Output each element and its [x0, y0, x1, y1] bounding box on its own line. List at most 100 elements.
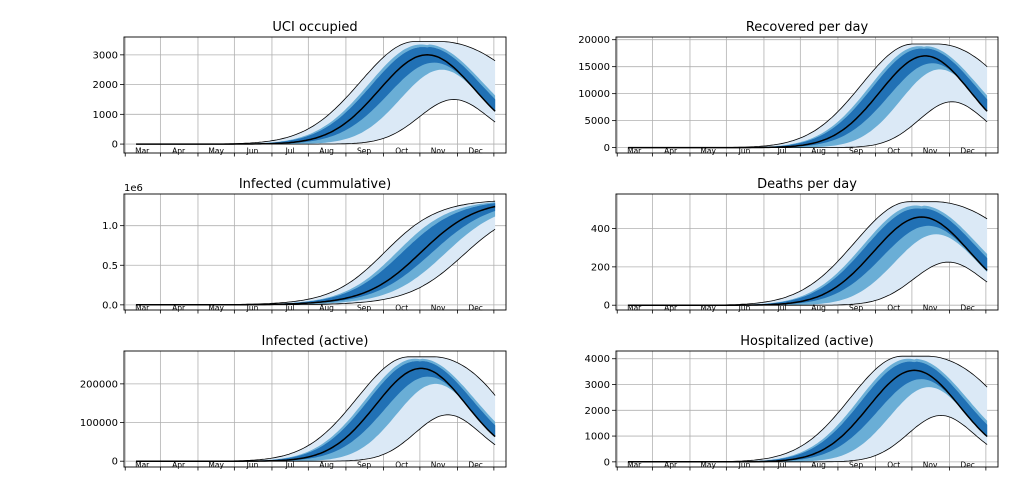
xtick-label: Sep	[849, 461, 863, 470]
ytick-label: 200	[591, 262, 610, 273]
xtick-label: May	[700, 304, 716, 313]
xtick-label: Jun	[738, 461, 751, 470]
chart-panel: 0 5000 10000 15000 20000 Mar Apr May Jun Jul Aug Se…	[578, 20, 999, 157]
chart-title: Infected (cummulative)	[239, 177, 391, 192]
chart-title: Recovered per day	[746, 20, 869, 35]
band-middle	[136, 202, 496, 305]
plot-frame	[123, 36, 507, 154]
ytick-label: 2000	[93, 80, 118, 91]
ytick-label: 0.5	[102, 261, 118, 272]
xtick-label: Sep	[357, 304, 371, 313]
ytick-label: 200000	[80, 379, 118, 390]
chart-title: Infected (active)	[262, 334, 369, 349]
xtick-label: Nov	[431, 461, 446, 470]
ytick-label: 0	[604, 457, 610, 468]
chart-title: UCI occupied	[272, 20, 357, 35]
plot-frame	[615, 193, 999, 311]
chart-panel: 0.0 0.5 1.0 Mar Apr May Jun Jul Aug Sep Oct Nov Dec I…	[102, 177, 507, 314]
median-line	[136, 367, 496, 462]
ytick-label: 5000	[585, 116, 610, 127]
xtick-label: May	[208, 304, 224, 313]
xtick-label: Apr	[664, 147, 678, 156]
chart-panel: 0 100000 200000 Mar Apr May Jun Jul Aug Sep Oct Nov…	[80, 334, 507, 471]
chart-panel: 0 1000 2000 3000 4000 Mar Apr May Jun Jul Aug Sep Oc…	[585, 334, 999, 471]
xtick-label: Aug	[319, 461, 334, 470]
xtick-label: Sep	[849, 147, 863, 156]
xtick-label: Jul	[777, 461, 787, 470]
xtick-label: Jul	[777, 147, 787, 156]
chart-panel: 0 1000 2000 3000 Mar Apr May Jun Jul Aug Sep Oct Nov…	[93, 20, 507, 157]
median-line	[136, 205, 496, 306]
xtick-label: Aug	[811, 147, 826, 156]
xtick-label: Dec	[960, 461, 975, 470]
band-inner	[628, 208, 988, 306]
band-inner	[136, 47, 496, 145]
xtick-label: Dec	[468, 147, 483, 156]
xtick-label: Sep	[357, 147, 371, 156]
ytick-label: 0	[112, 457, 118, 468]
chart-title: Deaths per day	[757, 177, 857, 192]
xtick-label: Jun	[246, 147, 259, 156]
ytick-label: 0.0	[102, 300, 118, 311]
xtick-label: Sep	[849, 304, 863, 313]
xtick-label: Oct	[395, 147, 408, 156]
xtick-label: Mar	[627, 304, 642, 313]
chart-title: Hospitalized (active)	[740, 334, 874, 349]
ytick-label: 15000	[578, 62, 610, 73]
xtick-label: Aug	[319, 304, 334, 313]
ytick-label: 0	[604, 301, 610, 312]
ytick-label: 1.0	[102, 221, 118, 232]
xtick-label: Oct	[887, 147, 900, 156]
band-inner-upper	[136, 203, 496, 305]
xtick-label: Dec	[468, 461, 483, 470]
xtick-label: Nov	[431, 304, 446, 313]
xtick-label: Dec	[468, 304, 483, 313]
xtick-label: Jul	[285, 461, 295, 470]
xtick-label: Nov	[923, 304, 938, 313]
plot-frame	[615, 350, 999, 468]
ytick-label: 1000	[585, 432, 610, 443]
xtick-label: Apr	[172, 147, 186, 156]
ytick-label: 3000	[93, 50, 118, 61]
xtick-label: Aug	[811, 461, 826, 470]
median-line	[628, 216, 988, 306]
xtick-label: Aug	[811, 304, 826, 313]
xtick-label: Apr	[664, 461, 678, 470]
axis-offset-label: 1e6	[124, 183, 143, 194]
xtick-label: Mar	[627, 147, 642, 156]
xtick-label: Oct	[887, 304, 900, 313]
band-inner	[628, 361, 988, 462]
xtick-label: May	[700, 461, 716, 470]
xtick-label: Mar	[627, 461, 642, 470]
ytick-label: 2000	[585, 406, 610, 417]
xtick-label: Oct	[887, 461, 900, 470]
plot-frame	[123, 350, 507, 468]
xtick-label: Mar	[135, 304, 150, 313]
xtick-label: Jun	[738, 147, 751, 156]
median-line	[628, 55, 988, 149]
ytick-label: 4000	[585, 354, 610, 365]
xtick-label: Apr	[172, 461, 186, 470]
xtick-label: Mar	[135, 147, 150, 156]
xtick-label: Mar	[135, 461, 150, 470]
ytick-label: 0	[112, 140, 118, 151]
xtick-label: Apr	[664, 304, 678, 313]
xtick-label: Nov	[431, 147, 446, 156]
plot-frame	[615, 36, 999, 154]
ytick-label: 10000	[578, 89, 610, 100]
xtick-label: Jun	[738, 304, 751, 313]
xtick-label: May	[208, 147, 224, 156]
plot-frame	[123, 193, 507, 311]
xtick-label: Jul	[777, 304, 787, 313]
xtick-label: Jul	[285, 304, 295, 313]
xtick-label: Oct	[395, 304, 408, 313]
xtick-label: Nov	[923, 461, 938, 470]
ytick-label: 100000	[80, 418, 118, 429]
xtick-label: Oct	[395, 461, 408, 470]
xtick-label: May	[700, 147, 716, 156]
xtick-label: Jul	[285, 147, 295, 156]
band-inner	[628, 48, 988, 148]
ytick-label: 20000	[578, 35, 610, 46]
xtick-label: Jun	[246, 461, 259, 470]
